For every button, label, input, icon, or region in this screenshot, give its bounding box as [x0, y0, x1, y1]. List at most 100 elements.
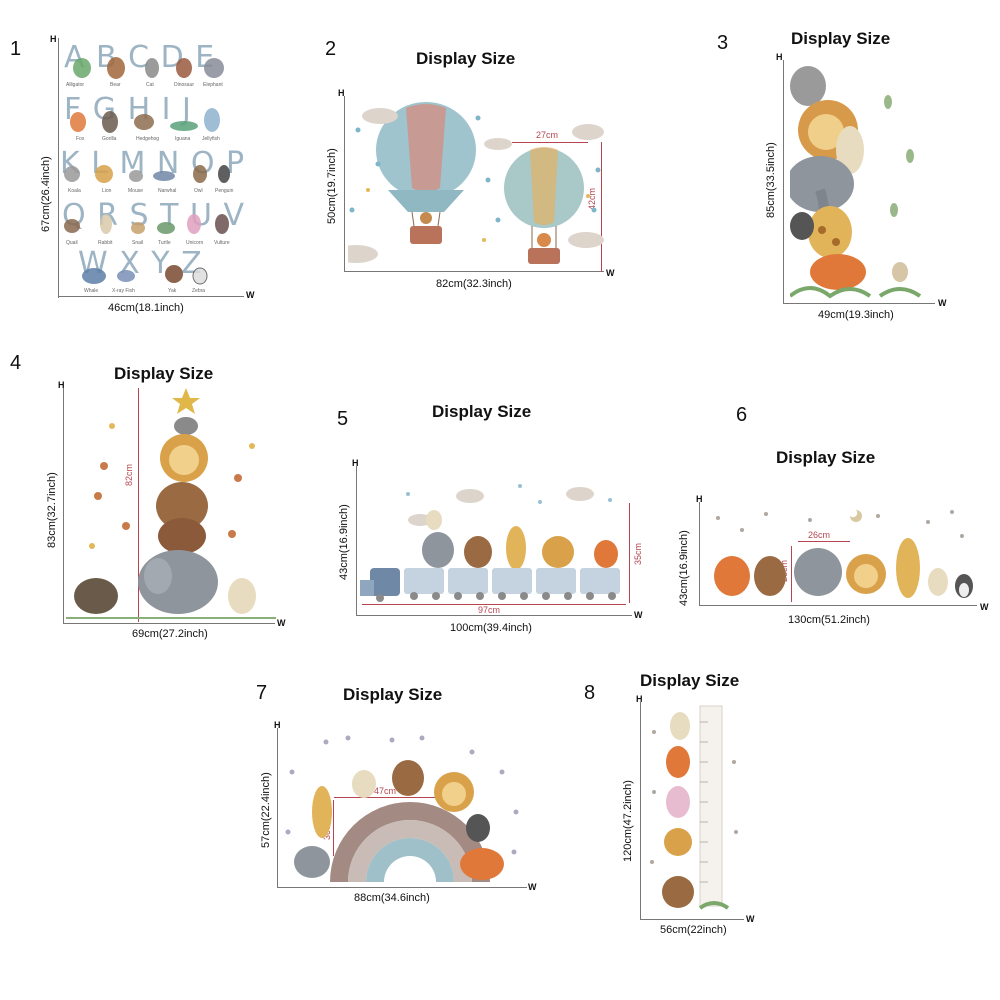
- display-size-title: Display Size: [343, 685, 443, 704]
- animal-train-illustration: [360, 484, 620, 602]
- panel-number: 3: [717, 32, 729, 54]
- height-label: 83cm(32.7inch): [46, 472, 58, 548]
- inner-height-line: [601, 142, 602, 272]
- display-size-title: Display Size: [416, 49, 516, 68]
- width-label: 82cm(32.3inch): [436, 278, 512, 290]
- width-label: 130cm(51.2inch): [788, 614, 870, 626]
- axis-w-label: W: [980, 602, 989, 612]
- inner-height-line: [138, 388, 139, 622]
- animal-caption: Alligator: [66, 82, 85, 88]
- axis-w-label: W: [634, 610, 643, 620]
- axis-w-label: W: [606, 268, 615, 278]
- animal-caption: Koala: [68, 188, 81, 194]
- axis-h-label: H: [776, 52, 783, 62]
- inner-width-label: 26cm: [808, 530, 831, 540]
- animal-caption: Penguin: [215, 188, 234, 194]
- width-label: 49cm(19.3inch): [818, 309, 894, 321]
- axis-h-label: H: [58, 380, 65, 390]
- axis-h-label: H: [50, 34, 57, 44]
- width-dimension-line: [783, 303, 935, 304]
- height-chart-illustration: [650, 705, 738, 910]
- height-dimension-line: [277, 728, 278, 888]
- inner-width-line: [512, 142, 588, 143]
- axis-h-label: H: [636, 694, 643, 704]
- inner-width-line: [334, 797, 466, 798]
- animal-caption: Zebra: [192, 288, 206, 294]
- inner-height-line: [791, 546, 792, 602]
- animal-caption: Gorilla: [102, 136, 117, 142]
- height-label: 85cm(33.5inch): [765, 142, 777, 218]
- axis-w-label: W: [746, 914, 755, 924]
- height-dimension-line: [58, 38, 59, 298]
- animal-caption: Unicorn: [186, 240, 204, 246]
- inner-width-line: [798, 541, 850, 542]
- display-size-title: Display Size: [114, 364, 214, 383]
- animal-caption: Jellyfish: [202, 136, 220, 142]
- height-dimension-line: [640, 702, 641, 920]
- panel-number: 4: [10, 352, 22, 374]
- animal-caption: Yak: [168, 288, 177, 294]
- width-dimension-line: [344, 271, 604, 272]
- width-dimension-line: [699, 605, 977, 606]
- panel-number: 6: [736, 404, 748, 426]
- animal-caption: Snail: [132, 240, 144, 246]
- height-dimension-line: [63, 388, 64, 624]
- animal-caption: Rabbit: [98, 240, 113, 246]
- axis-w-label: W: [938, 298, 947, 308]
- peeking-animals-illustration: [790, 66, 922, 299]
- panel-number: 2: [325, 38, 337, 60]
- display-size-title: Display Size: [432, 402, 532, 421]
- width-label: 69cm(27.2inch): [132, 628, 208, 640]
- width-dimension-line: [640, 919, 744, 920]
- animal-caption: Turtle: [158, 240, 171, 246]
- width-dimension-line: [277, 887, 527, 888]
- height-label: 43cm(16.9inch): [678, 530, 690, 606]
- axis-h-label: H: [352, 458, 359, 468]
- animal-caption: Elephant: [203, 82, 223, 88]
- alphabet-row: Q R S T U V: [62, 198, 245, 233]
- axis-w-label: W: [277, 618, 286, 628]
- inner-height-line: [333, 800, 334, 856]
- height-label: 67cm(26.4inch): [40, 156, 52, 232]
- width-label: 88cm(34.6inch): [354, 892, 430, 904]
- axis-w-label: W: [246, 290, 255, 300]
- stacked-animals-illustration: [66, 388, 276, 619]
- animal-caption: Bear: [110, 82, 121, 88]
- inner-width-line: [362, 604, 626, 605]
- animal-caption: Iguana: [175, 136, 191, 142]
- hot-air-balloons-illustration: [348, 102, 604, 264]
- animal-lineup-illustration: [714, 510, 973, 598]
- animal-caption: Lion: [102, 188, 112, 194]
- animal-caption: Hedgehog: [136, 136, 160, 142]
- axis-h-label: H: [274, 720, 281, 730]
- panel-number: 1: [10, 38, 22, 60]
- alphabet-animal-illustrations: [64, 57, 230, 285]
- animal-caption: X-ray Fish: [112, 288, 135, 294]
- inner-width-label: 97cm: [478, 605, 501, 615]
- animal-caption: Cat: [146, 82, 154, 88]
- width-dimension-line: [63, 623, 275, 624]
- animal-caption: Vulture: [214, 240, 230, 246]
- width-label: 46cm(18.1inch): [108, 302, 184, 314]
- animal-caption: Whale: [84, 288, 99, 294]
- panel-number: 8: [584, 682, 596, 704]
- inner-height-line: [629, 503, 630, 603]
- width-dimension-line: [58, 296, 244, 297]
- animal-caption: Quail: [66, 240, 78, 246]
- axis-w-label: W: [528, 882, 537, 892]
- axis-h-label: H: [338, 88, 345, 98]
- height-dimension-line: [783, 60, 784, 304]
- inner-height-label: 35cm: [633, 542, 643, 565]
- height-label: 50cm(19.7inch): [326, 148, 338, 224]
- panel-number: 7: [256, 682, 268, 704]
- animal-caption: Fox: [76, 136, 85, 142]
- height-dimension-line: [356, 466, 357, 616]
- rainbow-animals-illustration: [285, 735, 519, 882]
- width-dimension-line: [356, 615, 632, 616]
- axis-h-label: H: [696, 494, 703, 504]
- height-label: 43cm(16.9inch): [338, 504, 350, 580]
- inner-width-label: 27cm: [536, 130, 559, 140]
- alphabet-row: K L M N O P: [60, 146, 246, 181]
- height-dimension-line: [344, 96, 345, 272]
- inner-width-label: 47cm: [374, 786, 397, 796]
